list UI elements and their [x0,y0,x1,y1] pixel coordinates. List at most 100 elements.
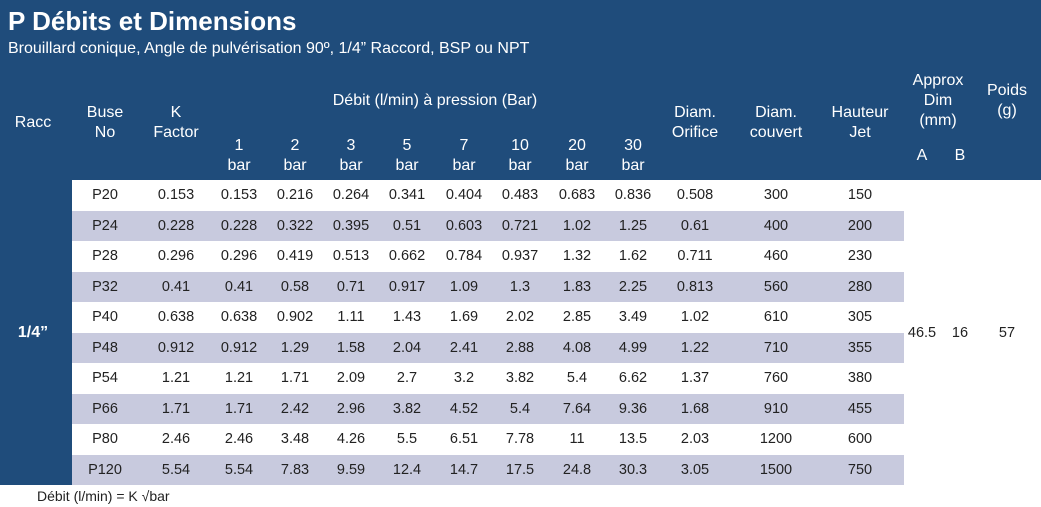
table-cell: 4.08 [562,339,592,356]
table-cell: 0.912 [220,339,258,356]
table-cell: 1.71 [224,400,254,417]
table-cell: 2.25 [618,278,648,295]
table-cell: 560 [763,278,789,295]
table-cell: 0.813 [676,278,714,295]
header-cell: Diam. couvert [749,104,803,141]
table-cell: 0.58 [280,278,310,295]
table-cell: 200 [847,217,873,234]
table-cell: 0.836 [614,187,652,204]
table-cell: 0.912 [157,339,195,356]
header-cell: Racc [14,114,52,131]
table-cell: 760 [763,370,789,387]
table-cell: P40 [92,309,118,326]
header-cell: 7 bar [452,137,476,174]
table-cell: P28 [92,248,118,265]
table-cell: 4.26 [336,431,366,448]
table-cell: 7.64 [562,400,592,417]
table-cell: 0.322 [276,217,314,234]
row-stripe [72,454,904,485]
table-cell: 0.61 [680,217,710,234]
table-cell: 0.341 [388,187,426,204]
table-cell: 2.88 [505,339,535,356]
table-cell: 610 [763,309,789,326]
table-cell: P32 [92,278,118,295]
table-cell: 0.784 [445,248,483,265]
table-cell: 11 [569,431,585,448]
table-cell: 3.49 [618,309,648,326]
table-cell: 2.09 [336,370,366,387]
table-cell: 305 [847,309,873,326]
table-cell: 3.82 [392,400,422,417]
table-cell: 1.02 [562,217,592,234]
table-cell: 1.69 [449,309,479,326]
table-cell: 1.32 [562,248,592,265]
table-cell: 5.4 [509,400,531,417]
table-cell: 1500 [759,461,793,478]
table-cell: 1.25 [618,217,648,234]
table-cell: 1.22 [680,339,710,356]
table-cell: 0.395 [332,217,370,234]
header-cell: Buse No [86,104,124,141]
table-cell: 5.54 [161,461,191,478]
row-stripe [72,332,904,363]
table-cell: 2.96 [336,400,366,417]
table-cell: 1.43 [392,309,422,326]
table-cell: 2.46 [224,431,254,448]
table-cell: 7.83 [280,461,310,478]
header-cell: Poids (g) [986,82,1028,119]
table-cell: 0.153 [157,187,195,204]
table-cell: 0.917 [388,278,426,295]
header-cell: K Factor [153,104,199,141]
subtitle: Brouillard conique, Angle de pulvérisati… [8,40,530,57]
table-cell: 4.99 [618,339,648,356]
table-cell: P120 [88,461,122,478]
approx-a-value: 46.5 [907,324,937,341]
row-stripe [72,210,904,241]
table-cell: 1.68 [680,400,710,417]
table-cell: 355 [847,339,873,356]
footer-formula: Débit (l/min) = K √bar [37,488,170,504]
table-cell: 1200 [759,431,793,448]
table-cell: 0.153 [220,187,258,204]
table-cell: 13.5 [618,431,648,448]
table-cell: 0.508 [676,187,714,204]
table-cell: 5.4 [566,370,588,387]
table-cell: 2.46 [161,431,191,448]
header-cell: Hauteur Jet [831,104,889,141]
table-cell: 0.662 [388,248,426,265]
table-cell: 2.41 [449,339,479,356]
table-cell: P66 [92,400,118,417]
table-cell: 2.42 [280,400,310,417]
table-cell: 3.82 [505,370,535,387]
table-cell: 5.54 [224,461,254,478]
table-cell: 0.603 [445,217,483,234]
table-cell: 0.638 [157,309,195,326]
approx-b-value: 16 [951,324,969,341]
table-cell: 600 [847,431,873,448]
table-cell: 1.71 [161,400,191,417]
header-cell: 3 bar [339,137,363,174]
table-cell: 0.296 [220,248,258,265]
table-cell: 2.04 [392,339,422,356]
weight-value: 57 [998,324,1016,341]
header-cell: Diam. Orifice [671,104,719,141]
table-cell: 400 [763,217,789,234]
header-cell: 30 bar [621,137,645,174]
table-cell: 1.71 [280,370,310,387]
header-cell: 1 bar [227,137,251,174]
table-cell: 30.3 [618,461,648,478]
header-cell: 20 bar [565,137,589,174]
table-cell: 455 [847,400,873,417]
table-cell: 17.5 [505,461,535,478]
table-cell: 2.03 [680,431,710,448]
table-cell: 1.3 [509,278,531,295]
header-cell: 5 bar [395,137,419,174]
header-cell: 2 bar [283,137,307,174]
table-cell: 0.264 [332,187,370,204]
racc-value: 1/4” [17,323,49,341]
table-cell: 2.85 [562,309,592,326]
table-cell: 910 [763,400,789,417]
table-cell: 300 [763,187,789,204]
table-cell: 0.404 [445,187,483,204]
